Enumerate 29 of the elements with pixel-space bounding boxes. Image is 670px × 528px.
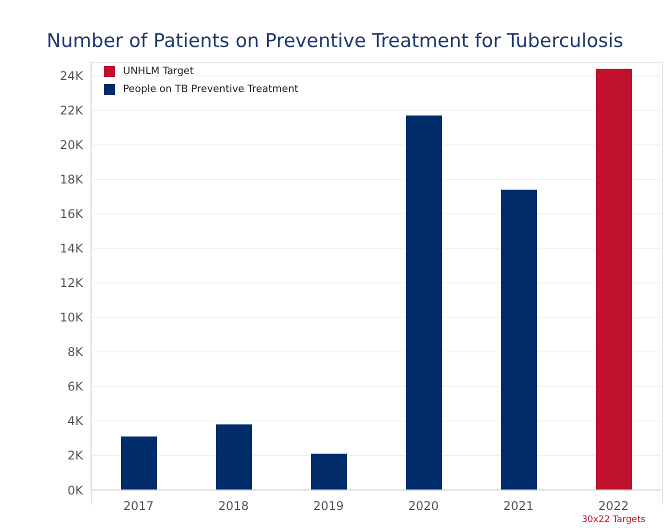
y-tick-label: 24K <box>60 69 84 84</box>
bar <box>121 436 157 490</box>
y-tick-label: 16K <box>60 207 84 222</box>
x-tick-label: 2021 <box>503 499 534 513</box>
x-tick-label: 2020 <box>408 499 439 513</box>
bar <box>406 116 442 490</box>
y-tick-label: 18K <box>60 172 84 187</box>
chart-title: Number of Patients on Preventive Treatment for Tuberculosis <box>46 30 624 52</box>
x-tick-label: 2017 <box>123 499 154 513</box>
x-tick-label: 2018 <box>218 499 249 513</box>
x-tick-label: 2022 <box>598 499 629 513</box>
legend-label: UNHLM Target <box>123 66 194 76</box>
legend-label: People on TB Preventive Treatment <box>123 84 298 94</box>
bar <box>311 454 347 490</box>
bar <box>216 424 252 490</box>
x-tick-label: 2019 <box>313 499 344 513</box>
y-tick-label: 20K <box>60 138 84 152</box>
y-tick-label: 4K <box>67 414 84 428</box>
y-tick-label: 8K <box>67 345 84 360</box>
y-tick-label: 0K <box>67 483 84 498</box>
bar <box>596 68 632 490</box>
y-tick-label: 14K <box>60 242 84 256</box>
bar <box>501 190 537 490</box>
y-tick-label: 10K <box>60 310 84 325</box>
y-tick-label: 6K <box>67 380 84 394</box>
y-tick-label: 22K <box>60 104 84 118</box>
text: 30x22 Targets <box>582 515 646 525</box>
y-tick-label: 2K <box>67 448 84 463</box>
y-tick-label: 12K <box>60 276 84 290</box>
